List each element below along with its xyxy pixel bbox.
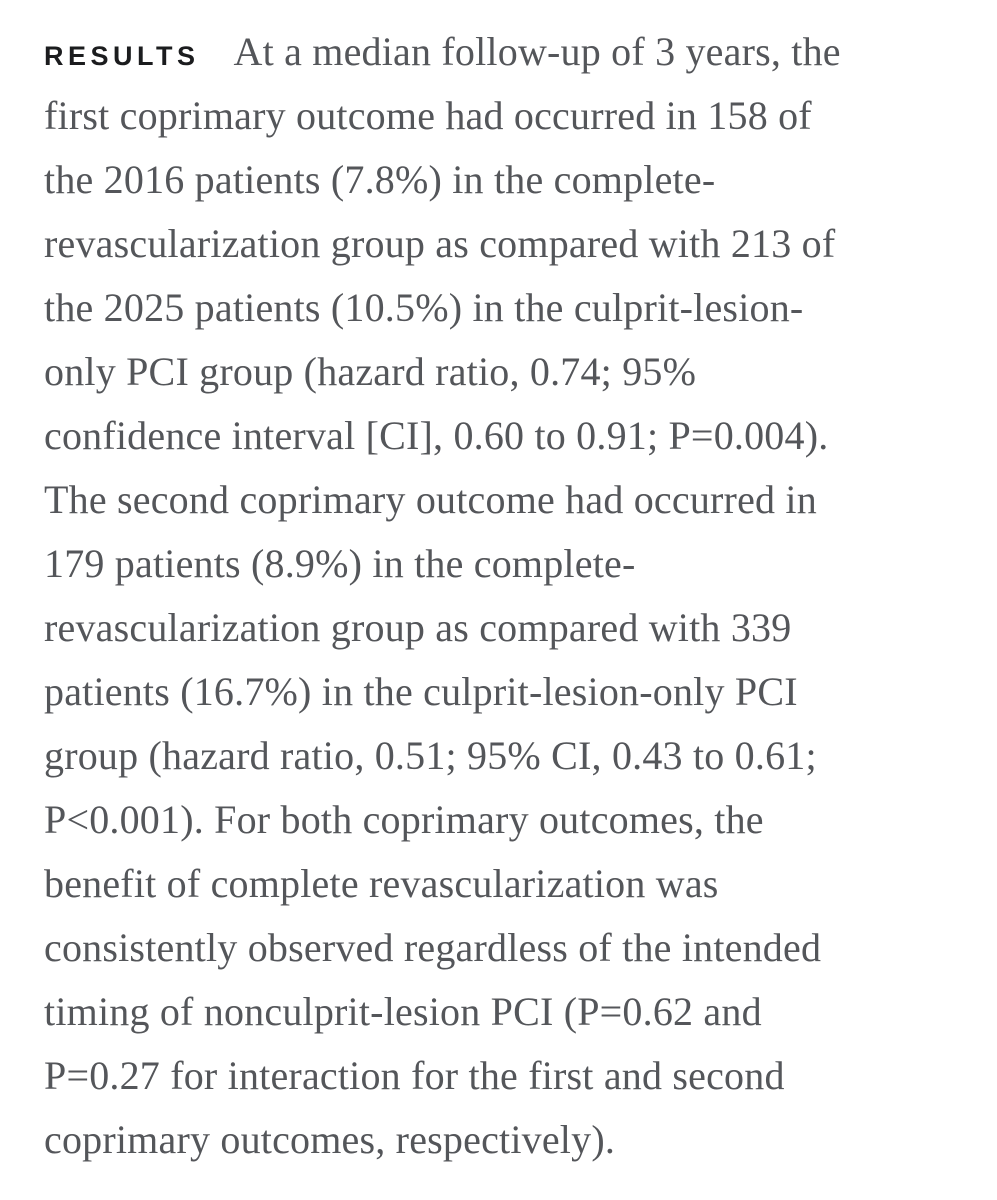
paragraph-first-line: RESULTS At a median follow-up of 3 years,… [44, 20, 973, 84]
results-paragraph: RESULTS At a median follow-up of 3 years,… [44, 20, 973, 1172]
paragraph-line: revascularization group as compared with… [44, 605, 792, 650]
paragraph-line: benefit of complete revascularization wa… [44, 861, 719, 906]
paragraph-line: consistently observed regardless of the … [44, 925, 822, 970]
paragraph-line: revascularization group as compared with… [44, 221, 836, 266]
paragraph-line: The second coprimary outcome had occurre… [44, 477, 817, 522]
paragraph-line: the 2016 patients (7.8%) in the complete… [44, 157, 716, 202]
paragraph-line: group (hazard ratio, 0.51; 95% CI, 0.43 … [44, 733, 817, 778]
results-section-label: RESULTS [44, 41, 200, 71]
paragraph-line: 179 patients (8.9%) in the complete- [44, 541, 636, 586]
paragraph-line: P=0.27 for interaction for the first and… [44, 1053, 785, 1098]
paragraph-line: At a median follow-up of 3 years, the [233, 29, 841, 74]
paragraph-line: confidence interval [CI], 0.60 to 0.91; … [44, 413, 829, 458]
paragraph-line: timing of nonculprit-lesion PCI (P=0.62 … [44, 989, 762, 1034]
paragraph-line: coprimary outcomes, respectively). [44, 1117, 616, 1162]
paragraph-line: first coprimary outcome had occurred in … [44, 93, 812, 138]
paragraph-line: only PCI group (hazard ratio, 0.74; 95% [44, 349, 697, 394]
paragraph-line: patients (16.7%) in the culprit-lesion-o… [44, 669, 798, 714]
paragraph-line: P<0.001). For both coprimary outcomes, t… [44, 797, 764, 842]
paragraph-line: the 2025 patients (10.5%) in the culprit… [44, 285, 804, 330]
